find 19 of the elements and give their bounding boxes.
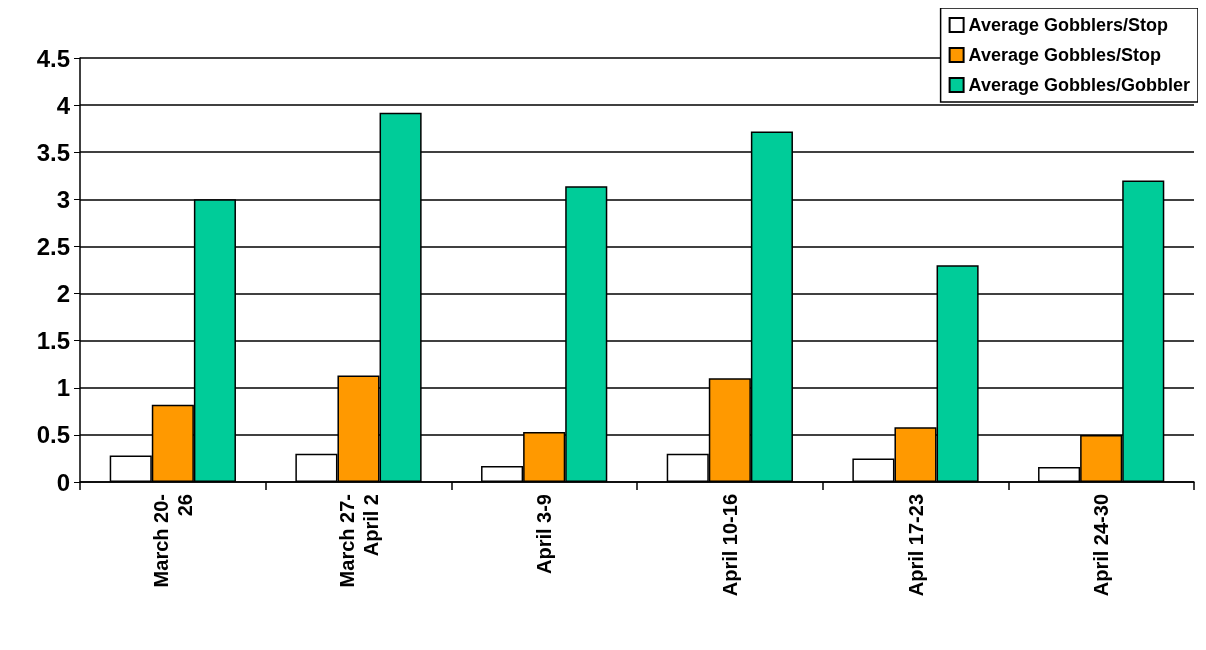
y-tick-label: 1.5 — [36, 327, 70, 355]
x-tick-label: March 27- April 2 — [335, 494, 382, 588]
y-tick-label: 4.5 — [36, 44, 70, 72]
y-tick-label: 4 — [56, 91, 71, 119]
x-tick-label: April 3-9 — [533, 494, 556, 575]
x-tick-label: March 20- 26 — [149, 494, 196, 588]
x-tick-label: April 17-23 — [904, 494, 927, 597]
x-tick-label: April 10-16 — [718, 494, 741, 597]
y-tick-label: 3 — [56, 185, 70, 213]
y-tick-label: 2 — [56, 280, 70, 308]
y-tick-label: 3.5 — [36, 138, 70, 166]
y-tick-label: 1 — [56, 374, 70, 402]
x-tick-label: April 24-30 — [1090, 494, 1113, 597]
legend-label: Average Gobbles/Gobbler — [968, 75, 1190, 95]
legend-label: Average Gobblers/Stop — [968, 15, 1168, 35]
y-tick-label: 0.5 — [36, 421, 70, 449]
y-tick-label: 0 — [56, 468, 70, 496]
legend-label: Average Gobbles/Stop — [968, 45, 1161, 65]
y-tick-label: 2.5 — [36, 232, 70, 260]
